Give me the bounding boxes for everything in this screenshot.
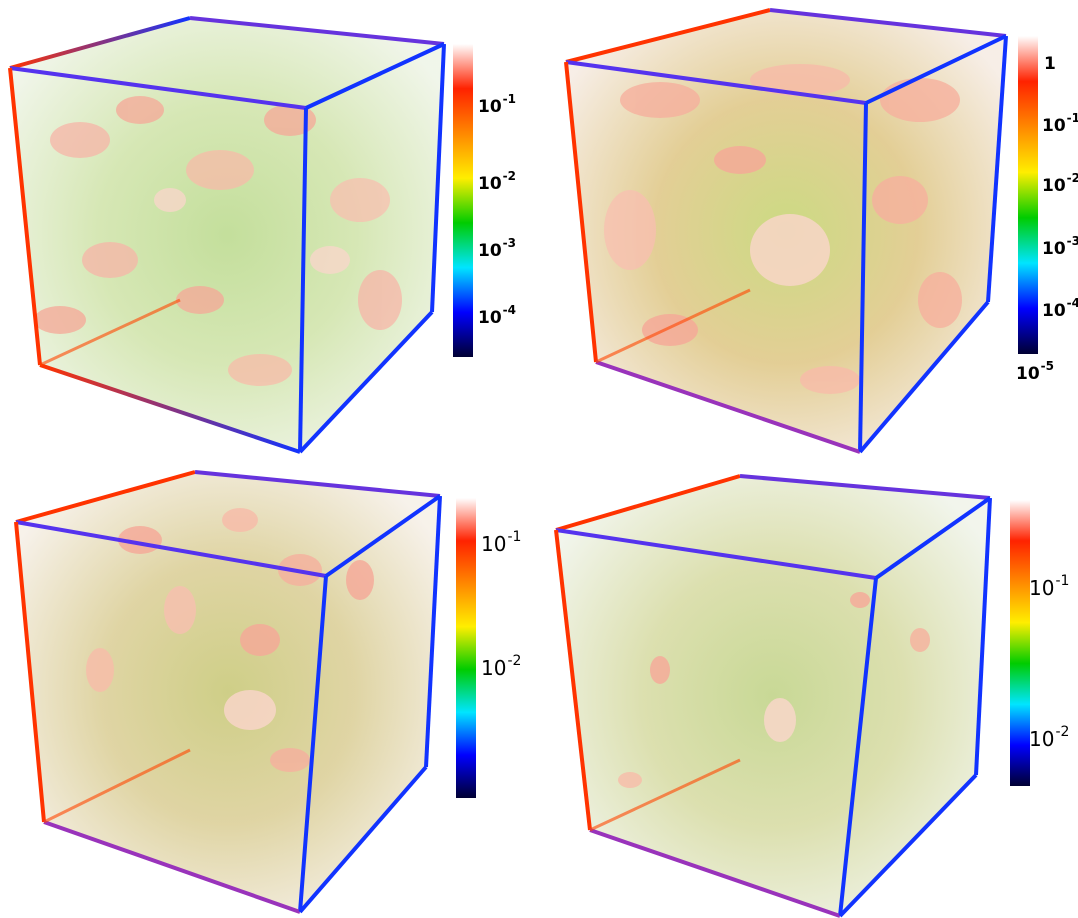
panel-bottom-left: 10-1 10-2 [0,460,540,918]
colorbar-tick: 10-1 [478,92,517,117]
cube-edges [554,474,992,918]
colorbar-tick: 10-1 [1042,111,1078,136]
cube-volume [16,472,440,912]
panel-top-left: 10-1 10-2 10-3 10-4 [0,0,540,460]
colorbar-tick: 10-2 [1029,724,1070,751]
cube-edges [8,16,446,454]
colorbar-tick: 10-1 [1029,573,1070,600]
colorbar-tick: 10-4 [478,303,517,328]
pink-structures [618,592,930,788]
colorbar-tick: 10-3 [1042,234,1078,259]
volume-render-cube [554,474,992,918]
cube-edges [14,470,442,914]
volume-render-cube [8,16,446,454]
colorbar [453,44,473,357]
colorbar-tick: 1 [1044,54,1056,74]
colorbar [456,498,476,798]
pink-structures [604,64,962,394]
colorbar-tick: 10-4 [1042,296,1078,321]
volume-render-cube [14,470,442,914]
colorbar-tick: 10-5 [1016,359,1055,384]
cube-volume [556,476,990,916]
panel-top-right: 1 10-1 10-2 10-3 10-4 10-5 [540,0,1078,460]
colorbar [1010,500,1030,786]
colorbar [1018,36,1038,354]
pink-structures [34,96,402,386]
colorbar-tick: 10-3 [478,236,517,261]
cube-volume [10,18,444,452]
panel-bottom-right: 10-1 10-2 [540,460,1078,918]
colorbar-tick: 10-2 [481,653,522,680]
cube-edges [564,8,1008,454]
colorbar-tick: 10-2 [1042,171,1078,196]
volume-render-cube [564,8,1008,454]
colorbar-tick: 10-2 [478,169,517,194]
colorbar-tick: 10-1 [481,529,522,556]
